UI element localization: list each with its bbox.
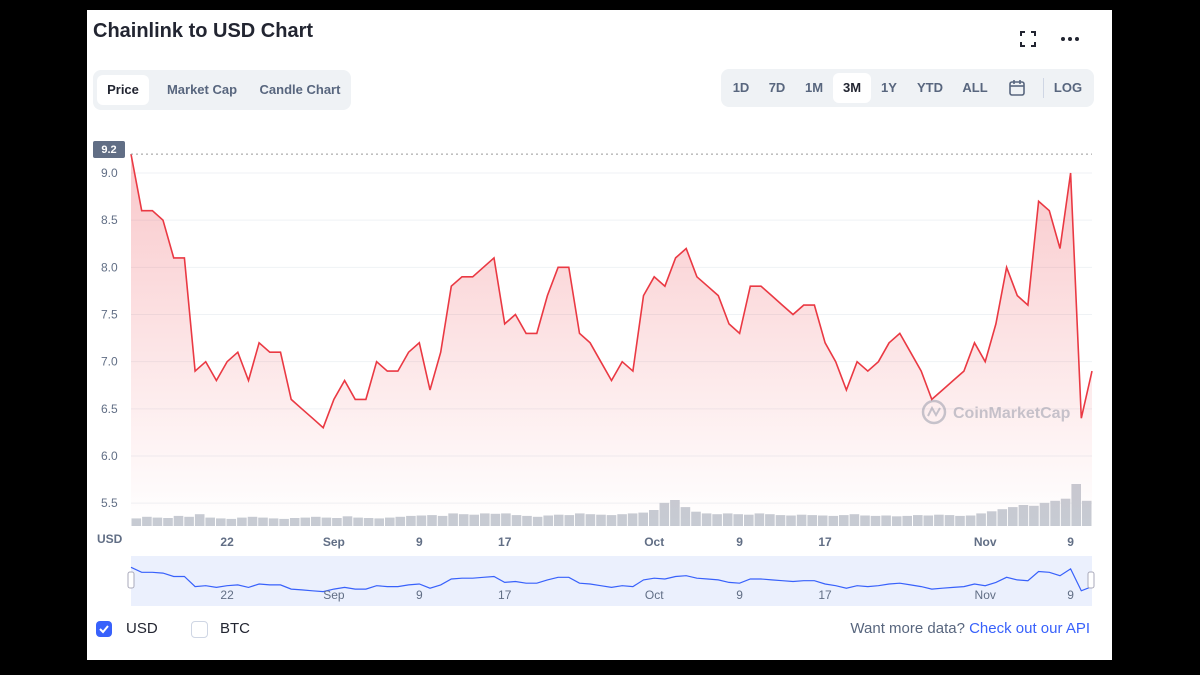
navigator-tick-label: 17 [498, 588, 512, 602]
more-data-text: Want more data? Check out our API [850, 620, 1090, 637]
range-1m[interactable]: 1M [804, 80, 824, 95]
x-tick-label: Sep [323, 535, 345, 549]
x-tick-label: 17 [818, 535, 832, 549]
more-data-prompt: Want more data? [850, 620, 965, 637]
navigator-left-handle[interactable] [127, 571, 135, 589]
calendar-icon[interactable] [999, 73, 1035, 103]
y-tick-label: 7.0 [101, 355, 118, 369]
volume-bar [226, 518, 237, 526]
x-tick-label: 22 [220, 535, 234, 549]
range-7d[interactable]: 7D [768, 80, 786, 95]
time-range-tabs: 1D 7D 1M 3M 1Y YTD ALL LOG [721, 69, 1094, 107]
navigator-tick-label: Oct [645, 588, 664, 602]
price-chart[interactable]: 5.5 6.0 6.5 7.0 7.5 8.0 8.5 9.0 9.2 USD 22 Sep 9 1… [87, 10, 1112, 615]
coinmarketcap-logo-icon [921, 399, 947, 425]
volume-bar [131, 518, 142, 526]
api-link[interactable]: Check out our API [969, 620, 1090, 637]
current-price-label: 9.2 [93, 141, 125, 158]
chart-card: Chainlink to USD Chart Price Market Cap … [87, 10, 1112, 660]
tab-price[interactable]: Price [97, 75, 149, 105]
x-tick-label: Nov [974, 535, 997, 549]
y-tick-label: 9.0 [101, 166, 118, 180]
range-1d[interactable]: 1D [732, 80, 750, 95]
more-horizontal-icon[interactable] [1059, 28, 1081, 50]
volume-bar [216, 518, 226, 526]
x-tick-label: Oct [644, 535, 664, 549]
range-1y[interactable]: 1Y [881, 80, 897, 95]
navigator-line [130, 566, 1093, 593]
range-divider [1043, 78, 1044, 98]
range-3m[interactable]: 3M [833, 73, 871, 103]
svg-text:9.2: 9.2 [101, 144, 116, 156]
svg-text:CoinMarketCap: CoinMarketCap [953, 405, 1071, 422]
price-area [131, 154, 1092, 522]
y-tick-label: 6.5 [101, 402, 118, 416]
chart-title: Chainlink to USD Chart [93, 20, 314, 42]
navigator-tick-label: 9 [416, 588, 423, 602]
navigator-right-handle[interactable] [1087, 571, 1095, 589]
chart-type-tabs: Price Market Cap Candle Chart [93, 70, 351, 110]
tab-market-cap[interactable]: Market Cap [166, 82, 238, 97]
price-line [130, 153, 1093, 430]
y-tick-label: 8.0 [101, 260, 118, 274]
x-tick-label: 9 [416, 535, 423, 549]
navigator-tick-label: Nov [975, 588, 996, 602]
navigator-tick-label: 9 [736, 588, 743, 602]
range-navigator[interactable]: 22 Sep 9 17 Oct 9 17 Nov 9 [127, 556, 1095, 606]
currency-axis-label: USD [97, 532, 123, 546]
tab-candle-chart[interactable]: Candle Chart [259, 82, 341, 97]
fullscreen-icon[interactable] [1017, 28, 1039, 50]
navigator-tick-label: 22 [220, 588, 234, 602]
x-tick-label: 9 [736, 535, 743, 549]
btc-checkbox[interactable] [191, 621, 208, 638]
y-tick-label: 5.5 [101, 496, 118, 510]
x-tick-label: 9 [1067, 535, 1074, 549]
navigator-tick-label: Sep [323, 588, 345, 602]
log-toggle[interactable]: LOG [1053, 80, 1083, 95]
range-all[interactable]: ALL [962, 80, 988, 95]
range-ytd[interactable]: YTD [917, 80, 943, 95]
x-tick-label: 17 [498, 535, 512, 549]
navigator-tick-label: 17 [818, 588, 832, 602]
volume-bar [268, 518, 279, 526]
chart-footer: USD BTC Want more data? Check out our AP… [87, 615, 1112, 645]
y-tick-label: 8.5 [101, 213, 118, 227]
volume-bar [279, 518, 289, 526]
y-tick-label: 6.0 [101, 449, 118, 463]
btc-label: BTC [220, 620, 250, 637]
volume-bar [374, 518, 384, 526]
coinmarketcap-watermark: CoinMarketCap [921, 399, 1071, 425]
y-tick-label: 7.5 [101, 307, 118, 321]
navigator-tick-label: 9 [1067, 588, 1074, 602]
usd-checkbox[interactable] [96, 621, 112, 637]
usd-label: USD [126, 620, 158, 637]
